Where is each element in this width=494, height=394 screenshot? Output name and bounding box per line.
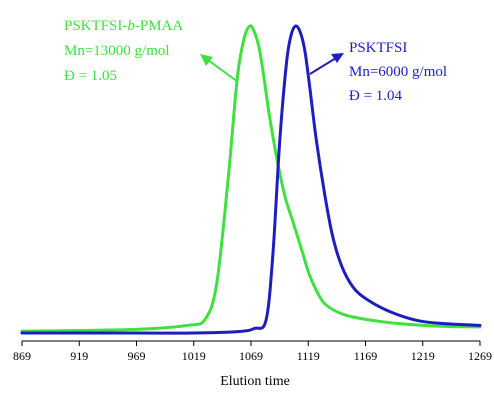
annotation-pmaa: PSKTFSI-b-PMAA Mn=13000 g/mol Đ = 1.05	[64, 18, 239, 84]
x-tick-label: 1219	[411, 349, 435, 363]
x-axis-title: Elution time	[220, 374, 290, 389]
x-tick-label: 1169	[354, 349, 378, 363]
annotation-pmaa-mn: Mn=13000 g/mol	[64, 43, 170, 59]
annotation-pmaa-name-part2: -PMAA	[135, 18, 184, 34]
x-tick-label: 1119	[297, 349, 320, 363]
annotation-pmaa-arrowhead	[200, 54, 213, 66]
x-ticks: 869 919 969 1019 1069 1119 1169 1219 1269	[13, 341, 492, 363]
annotation-pmaa-dispersity: Đ = 1.05	[64, 68, 117, 84]
x-tick-label: 1069	[239, 349, 263, 363]
x-axis: 869 919 969 1019 1069 1119 1169 1219 1269	[13, 340, 492, 363]
annotation-psktfsi-dispersity: Đ = 1.04	[349, 88, 403, 104]
annotation-pmaa-arrow	[207, 59, 239, 83]
x-tick-label: 1019	[182, 349, 206, 363]
annotation-pmaa-name: PSKTFSI-b-PMAA	[64, 18, 183, 34]
x-tick-label: 1269	[468, 349, 492, 363]
x-tick-label: 869	[13, 349, 31, 363]
annotation-psktfsi: PSKTFSI Mn=6000 g/mol Đ = 1.04	[309, 40, 447, 104]
x-tick-label: 919	[70, 349, 88, 363]
annotation-psktfsi-arrow	[309, 57, 337, 75]
series-line-psktfsi	[20, 24, 482, 335]
annotation-psktfsi-arrowhead	[331, 53, 344, 63]
series-line-psktfsi-b-pmaa	[20, 24, 482, 333]
annotation-pmaa-name-italic: b	[127, 18, 135, 34]
annotation-psktfsi-name: PSKTFSI	[349, 40, 407, 56]
x-tick-label: 969	[128, 349, 146, 363]
annotation-psktfsi-mn: Mn=6000 g/mol	[349, 64, 447, 80]
annotation-pmaa-name-part1: PSKTFSI-	[64, 18, 127, 34]
curves-layer	[20, 24, 482, 335]
